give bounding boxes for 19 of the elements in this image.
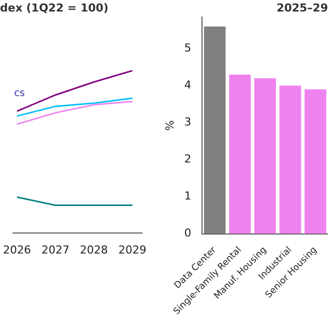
x-tick-label: 2028 <box>80 243 108 256</box>
chart-title: 2025–29 <box>276 1 328 14</box>
bar <box>204 26 226 234</box>
x-tick-label: 2027 <box>41 243 70 256</box>
x-tick-label: 2029 <box>118 243 146 256</box>
x-tick-label: 2026 <box>2 243 31 256</box>
y-tick-label: 2 <box>184 152 192 166</box>
y-tick-label: 1 <box>184 190 192 203</box>
y-tick-label: 5 <box>184 42 192 55</box>
bar <box>304 89 326 234</box>
bar <box>279 86 302 234</box>
bar <box>229 74 251 234</box>
y-tick-label: 3 <box>184 116 192 129</box>
annotation: cs <box>14 88 25 99</box>
bar <box>254 78 276 234</box>
y-tick-label: 0 <box>184 226 192 240</box>
y-axis-title: % <box>163 120 176 131</box>
chart-title: dex (1Q22 = 100) <box>0 1 108 14</box>
y-tick-label: 4 <box>184 78 192 92</box>
